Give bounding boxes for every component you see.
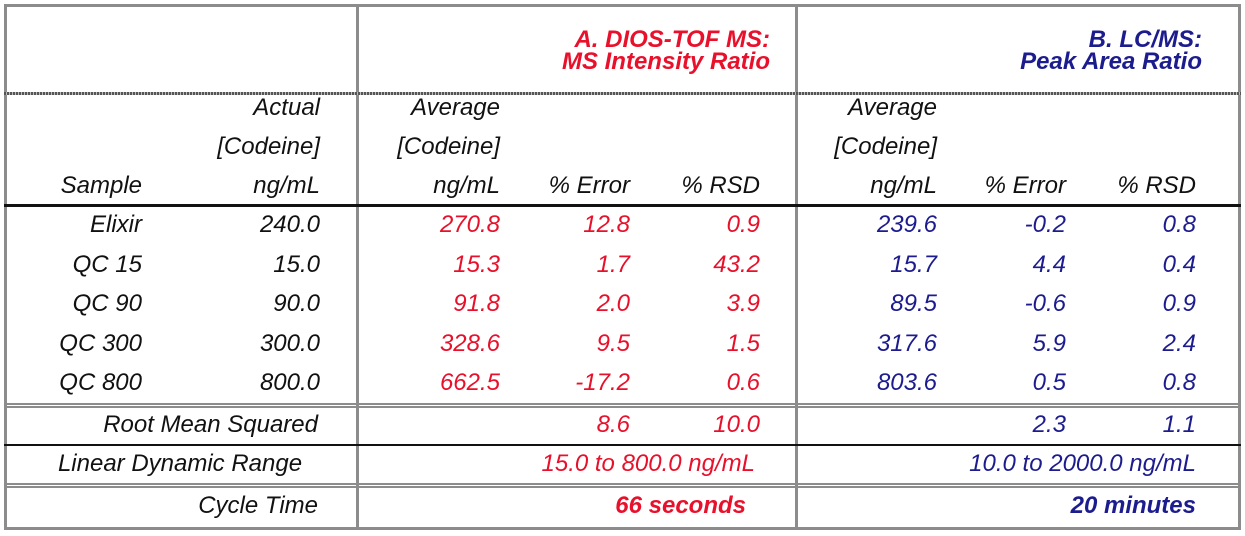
row-sample: QC 90	[72, 290, 142, 317]
section-a-subtitle: MS Intensity Ratio	[561, 48, 770, 75]
section-a-title: A. DIOS-TOF MS:	[574, 26, 770, 53]
col-sample: Sample	[60, 172, 142, 199]
divider-a	[356, 4, 359, 530]
row-actual: 90.0	[273, 290, 320, 317]
row-a-error: 2.0	[596, 290, 630, 317]
row-a-rsd: 3.9	[726, 290, 760, 317]
row-b-error: 4.4	[1032, 250, 1066, 278]
col-a-error: % Error	[548, 172, 630, 199]
cycle-label: Cycle Time	[198, 492, 318, 519]
col-b-avg-2: [Codeine]	[834, 133, 937, 160]
rms-label: Root Mean Squared	[103, 411, 318, 438]
ldr-bottom-double-rule	[4, 483, 1241, 488]
col-a-avg-2: [Codeine]	[397, 133, 500, 160]
row-a-avg: 662.5	[439, 369, 500, 396]
outer-border-bottom	[4, 527, 1241, 530]
section-b-title: B. LC/MS:	[1088, 26, 1202, 53]
col-actual-3: ng/mL	[253, 172, 320, 199]
ldr-b: 10.0 to 2000.0 ng/mL	[969, 450, 1196, 477]
row-b-error: 5.9	[1032, 329, 1066, 357]
rows-bottom-double-rule	[4, 403, 1241, 408]
row-a-avg: 15.3	[453, 250, 500, 278]
row-b-rsd: 0.4	[1162, 250, 1196, 278]
row-b-error: 0.5	[1032, 369, 1066, 396]
row-a-avg: 270.8	[439, 211, 500, 238]
col-b-avg-1: Average	[848, 94, 937, 121]
row-b-rsd: 2.4	[1162, 329, 1196, 357]
row-sample: QC 15	[72, 250, 142, 278]
row-b-rsd: 0.8	[1162, 211, 1196, 238]
outer-border-right	[1238, 4, 1241, 530]
cycle-b: 20 minutes	[1070, 492, 1196, 519]
outer-border-left	[4, 4, 7, 530]
col-b-error: % Error	[984, 172, 1066, 199]
row-a-rsd: 0.9	[726, 211, 760, 238]
row-sample: QC 800	[59, 369, 142, 396]
row-sample: QC 300	[59, 329, 142, 357]
row-b-avg: 239.6	[876, 211, 937, 238]
row-a-error: 9.5	[596, 329, 630, 357]
row-a-rsd: 1.5	[726, 329, 760, 357]
col-a-rsd: % RSD	[681, 172, 760, 199]
col-a-avg-3: ng/mL	[433, 172, 500, 199]
rms-bottom-rule	[4, 444, 1241, 446]
row-a-avg: 328.6	[439, 329, 500, 357]
row-b-error: -0.6	[1024, 290, 1066, 317]
ldr-a: 15.0 to 800.0 ng/mL	[541, 450, 756, 477]
cycle-a: 66 seconds	[615, 492, 746, 519]
row-b-avg: 317.6	[876, 329, 937, 357]
row-a-error: 12.8	[583, 211, 630, 238]
row-actual: 240.0	[259, 211, 320, 238]
row-actual: 300.0	[259, 329, 320, 357]
row-b-rsd: 0.9	[1162, 290, 1196, 317]
row-a-rsd: 43.2	[713, 250, 760, 278]
row-a-rsd: 0.6	[726, 369, 760, 396]
row-b-error: -0.2	[1024, 211, 1066, 238]
rms-b-error: 2.3	[1032, 411, 1066, 438]
col-b-rsd: % RSD	[1117, 172, 1196, 199]
section-b-subtitle: Peak Area Ratio	[1020, 48, 1202, 75]
row-b-avg: 15.7	[890, 250, 937, 278]
row-b-rsd: 0.8	[1162, 369, 1196, 396]
row-a-avg: 91.8	[453, 290, 500, 317]
row-sample: Elixir	[90, 211, 142, 238]
rms-b-rsd: 1.1	[1162, 411, 1196, 438]
row-actual: 15.0	[273, 250, 320, 278]
rms-a-rsd: 10.0	[713, 411, 760, 438]
row-b-avg: 89.5	[890, 290, 937, 317]
row-a-error: 1.7	[596, 250, 630, 278]
ldr-label: Linear Dynamic Range	[57, 450, 303, 477]
col-actual-2: [Codeine]	[217, 133, 320, 160]
col-b-avg-3: ng/mL	[870, 172, 937, 199]
divider-b	[795, 4, 798, 530]
col-actual-1: Actual	[253, 94, 320, 121]
row-actual: 800.0	[259, 369, 320, 396]
header-dashed-rule	[4, 92, 1241, 95]
header-bottom-rule	[4, 204, 1241, 207]
col-a-avg-1: Average	[411, 94, 500, 121]
row-a-error: -17.2	[575, 369, 630, 396]
outer-border-top	[4, 4, 1241, 7]
row-b-avg: 803.6	[876, 369, 937, 396]
rms-a-error: 8.6	[596, 411, 630, 438]
